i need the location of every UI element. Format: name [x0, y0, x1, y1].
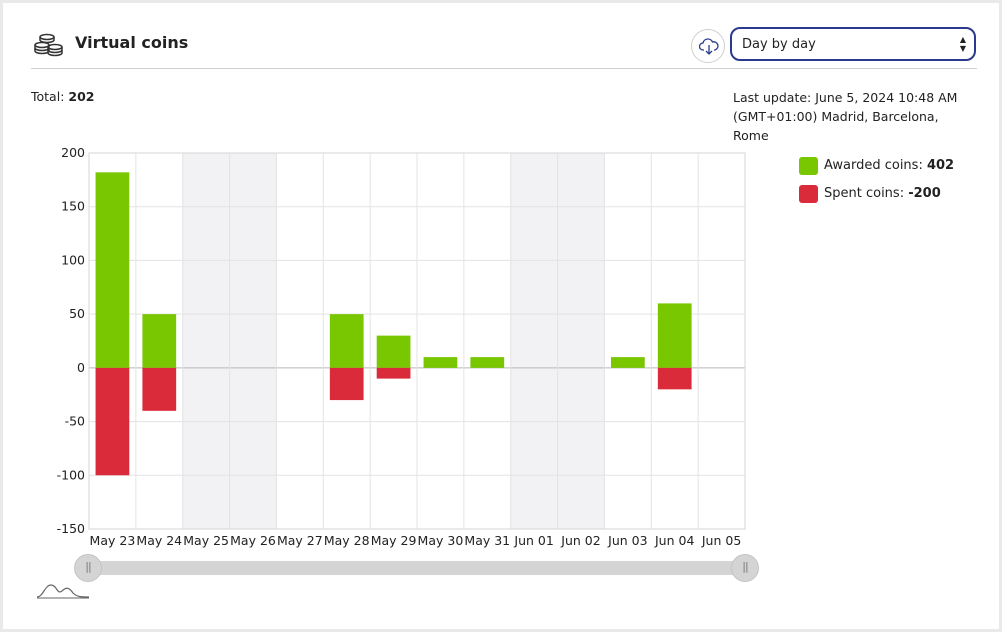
legend-label-spent: Spent coins:	[824, 186, 905, 201]
bar-awarded-coins	[470, 357, 505, 368]
x-tick-label: May 31	[464, 533, 510, 548]
y-tick-label: 150	[61, 199, 85, 214]
x-tick-label: May 24	[136, 533, 182, 548]
x-tick-label: Jun 04	[654, 533, 694, 548]
bar-spent-coins	[95, 367, 130, 476]
bar-awarded-coins	[423, 357, 458, 368]
x-tick-label: May 27	[277, 533, 323, 548]
y-tick-label: -50	[65, 414, 85, 429]
card-title: Virtual coins	[75, 33, 189, 52]
range-handle-left[interactable]	[74, 554, 102, 582]
y-tick-label: -150	[57, 521, 85, 536]
shaded-column	[229, 153, 277, 529]
card-header: Virtual coins Day by day ▲ ▼	[31, 3, 977, 69]
shaded-column	[510, 153, 558, 529]
x-tick-label: May 26	[230, 533, 276, 548]
bar-awarded-coins	[329, 314, 364, 368]
coins-bar-chart: 200 150 100 50 0 -50 -100 -150 May 23 May 24 May 2…	[3, 141, 763, 561]
bar-spent-coins	[376, 367, 411, 379]
last-update-line2: (GMT+01:00) Madrid, Barcelona, Rome	[733, 109, 939, 143]
bar-spent-coins	[329, 367, 364, 401]
bar-spent-coins	[657, 367, 692, 390]
period-select-value: Day by day	[742, 37, 816, 52]
total-value: 202	[68, 89, 95, 104]
select-arrows-icon: ▲ ▼	[959, 35, 966, 53]
y-tick-label: 50	[69, 306, 85, 321]
y-tick-label: 0	[77, 360, 85, 375]
shaded-column	[557, 153, 605, 529]
plot-frame	[88, 152, 746, 530]
sparkline-icon	[36, 584, 90, 599]
coins-stack-icon	[34, 33, 63, 57]
range-handle-right[interactable]	[731, 554, 759, 582]
x-tick-label: Jun 05	[701, 533, 741, 548]
x-tick-label: May 23	[90, 533, 136, 548]
x-tick-label: Jun 02	[560, 533, 600, 548]
cloud-download-icon	[699, 38, 719, 55]
x-tick-label: May 25	[183, 533, 229, 548]
legend-swatch-spent	[799, 185, 818, 203]
bar-awarded-coins	[610, 357, 645, 368]
y-tick-label: -100	[57, 467, 85, 482]
last-update-line1: Last update: June 5, 2024 10:48 AM	[733, 90, 958, 105]
virtual-coins-card: Virtual coins Day by day ▲ ▼ Total: 202 L…	[3, 3, 999, 629]
range-slider-track[interactable]	[91, 561, 747, 575]
bar-awarded-coins	[376, 335, 411, 368]
bar-awarded-coins	[95, 172, 130, 368]
last-update: Last update: June 5, 2024 10:48 AM (GMT+…	[733, 88, 973, 145]
y-tick-label: 200	[61, 145, 85, 160]
download-button[interactable]	[691, 29, 725, 63]
bar-awarded-coins	[657, 303, 692, 368]
x-tick-label: May 29	[371, 533, 417, 548]
x-tick-label: Jun 01	[513, 533, 553, 548]
period-select[interactable]: Day by day ▲ ▼	[730, 27, 976, 61]
y-tick-label: 100	[61, 252, 85, 267]
bar-awarded-coins	[142, 314, 177, 368]
x-tick-label: May 30	[418, 533, 464, 548]
legend-value-awarded: 402	[926, 158, 955, 173]
legend-swatch-awarded	[799, 157, 818, 175]
x-tick-label: Jun 03	[607, 533, 647, 548]
legend-label-awarded: Awarded coins:	[824, 158, 923, 173]
shaded-column	[182, 153, 230, 529]
bar-spent-coins	[142, 367, 177, 411]
total-summary: Total: 202	[31, 89, 94, 104]
total-label: Total:	[31, 89, 65, 104]
legend-value-spent: -200	[908, 186, 941, 201]
x-tick-label: May 28	[324, 533, 370, 548]
